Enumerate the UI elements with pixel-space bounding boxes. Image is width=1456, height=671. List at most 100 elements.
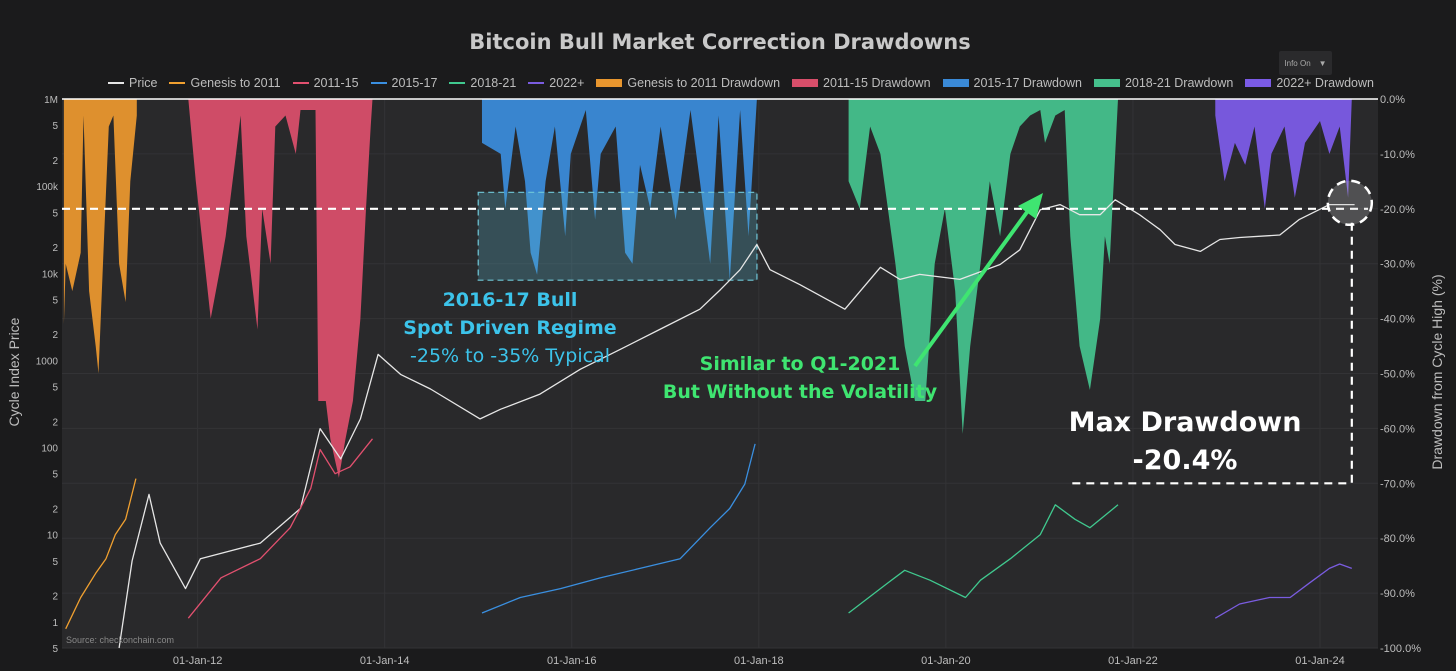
source-credit: Source: checkonchain.com <box>66 635 175 645</box>
annotation-line: Spot Driven Regime <box>403 317 617 339</box>
y-right-tick-label: -20.0% <box>1380 204 1415 216</box>
legend-label: 2022+ <box>549 76 585 90</box>
y-left-tick-label: 100 <box>41 444 58 455</box>
y-right-tick-label: 0.0% <box>1380 94 1405 106</box>
y-left-tick-label: 2 <box>52 330 58 341</box>
line-series-genesis-to-2011 <box>65 478 137 630</box>
info-toggle-label: Info On <box>1284 58 1311 68</box>
legend-label: 2022+ Drawdown <box>1276 76 1374 90</box>
max-drawdown-bracket <box>1067 222 1353 485</box>
annotation-line: Similar to Q1-2021 <box>699 353 901 375</box>
y-left-tick-label: 2 <box>52 156 58 167</box>
line-series-2018-21 <box>848 504 1119 614</box>
arrow-head-icon <box>1018 193 1043 219</box>
legend-swatch <box>528 82 545 84</box>
highlight-box-2016-17 <box>477 191 758 281</box>
y-right-tick-label: -30.0% <box>1380 259 1415 271</box>
info-toggle-button[interactable]: Info On ▼ <box>1279 51 1332 75</box>
legend-item[interactable]: 2022+ <box>528 76 584 90</box>
drawdown-area-genesis-to-2011-drawdown <box>63 99 137 374</box>
x-tick-label: 01-Jan-12 <box>173 655 223 667</box>
y-left-tick-label: 5 <box>52 295 58 306</box>
y-right-tick-label: -40.0% <box>1380 314 1415 326</box>
y-left-tick-label: 2 <box>52 504 58 515</box>
y-left-tick-label: 10 <box>47 531 59 542</box>
line-series-2011-15 <box>187 438 374 619</box>
legend-swatch <box>792 79 819 87</box>
line-series-price <box>118 199 1355 649</box>
drawdown-area-2022-drawdown <box>1215 99 1352 209</box>
legend-label: 2015-17 Drawdown <box>973 76 1082 90</box>
legend-swatch <box>1093 79 1120 87</box>
y-left-tick-label: 5 <box>52 121 58 132</box>
highlight-circle-current <box>1326 179 1374 227</box>
legend-label: Genesis to 2011 <box>190 76 281 90</box>
y-right-tick-label: -10.0% <box>1380 149 1415 161</box>
y-right-tick-label: -100.0% <box>1380 643 1421 655</box>
legend-swatch <box>596 79 623 87</box>
legend-item[interactable]: 2015-17 <box>370 76 438 90</box>
annotation-max-drawdown: Max Drawdown -20.4% <box>1050 404 1320 480</box>
annotation-similar-q1-2021: Similar to Q1-2021 But Without the Volat… <box>630 350 970 406</box>
chart-title: Bitcoin Bull Market Correction Drawdowns <box>469 30 971 54</box>
legend-item[interactable]: 2022+ Drawdown <box>1245 76 1374 90</box>
y-right-tick-label: -70.0% <box>1380 478 1415 490</box>
legend-label: 2015-17 <box>391 76 438 90</box>
legend-item[interactable]: Price <box>108 76 157 90</box>
annotation-line: 2016-17 Bull <box>442 289 578 311</box>
y-left-tick-label: 1000 <box>36 356 59 367</box>
legend-item[interactable]: 2015-17 Drawdown <box>942 76 1082 90</box>
legend-item[interactable]: Genesis to 2011 <box>169 76 281 90</box>
legend-label: Price <box>129 76 158 90</box>
x-tick-label: 01-Jan-20 <box>921 655 971 667</box>
y-left-tick-label: 2 <box>52 243 58 254</box>
y-left-tick-label: 10k <box>42 269 59 280</box>
arrow-line <box>913 206 1032 368</box>
y-left-tick-label: 2 <box>52 417 58 428</box>
legend-label: Genesis to 2011 Drawdown <box>627 76 781 90</box>
legend-swatch <box>169 82 186 84</box>
y-left-tick-label: 2 <box>52 592 58 603</box>
annotation-value: -20.4% <box>1132 445 1238 476</box>
y-axis-left-title: Cycle Index Price <box>6 317 22 427</box>
x-tick-label: 01-Jan-14 <box>360 655 410 667</box>
y-right-tick-label: -80.0% <box>1380 533 1415 545</box>
annotation-line: Max Drawdown <box>1068 407 1302 438</box>
x-tick-label: 01-Jan-18 <box>734 655 784 667</box>
y-right-tick-label: -60.0% <box>1380 423 1415 435</box>
legend-item[interactable]: 2018-21 <box>449 76 516 90</box>
line-series-2015-17 <box>481 443 756 614</box>
x-tick-label: 01-Jan-24 <box>1295 655 1345 667</box>
legend-swatch <box>292 82 309 84</box>
y-left-tick-label: 5 <box>52 644 58 655</box>
x-tick-label: 01-Jan-16 <box>547 655 597 667</box>
legend-swatch <box>108 82 124 84</box>
y-axis-right-title: Drawdown from Cycle High (%) <box>1429 274 1445 470</box>
legend-item[interactable]: Genesis to 2011 Drawdown <box>596 76 780 90</box>
legend-label: 2018-21 <box>470 76 517 90</box>
legend-swatch <box>1245 79 1272 87</box>
drawdown-area-2011-15-drawdown <box>188 99 373 478</box>
drawdown-area-2015-17-drawdown <box>481 99 757 281</box>
y-left-tick-label: 1 <box>52 618 58 629</box>
legend-item[interactable]: 2018-21 Drawdown <box>1093 76 1234 90</box>
y-left-tick-label: 5 <box>52 208 58 219</box>
y-left-tick-label: 1M <box>44 95 58 106</box>
legend-item[interactable]: 2011-15 Drawdown <box>792 76 931 90</box>
legend-label: 2018-21 Drawdown <box>1124 76 1234 90</box>
legend-swatch <box>370 82 387 84</box>
annotation-line: But Without the Volatility <box>662 381 938 403</box>
y-left-tick-label: 5 <box>52 557 58 568</box>
line-series-2022- <box>1214 563 1353 619</box>
y-left-tick-label: 5 <box>52 383 58 394</box>
legend: Price Genesis to 2011 2011-15 2015-17 2018-2… <box>108 76 1374 90</box>
legend-swatch <box>449 82 466 84</box>
drawdown-area-2018-21-drawdown <box>848 99 1118 434</box>
legend-swatch <box>942 79 969 87</box>
x-tick-label: 01-Jan-22 <box>1108 655 1158 667</box>
legend-label: 2011-15 <box>313 76 359 90</box>
annotation-2016-bull: 2016-17 Bull Spot Driven Regime -25% to … <box>390 286 630 370</box>
legend-item[interactable]: 2011-15 <box>292 76 359 90</box>
y-right-tick-label: -90.0% <box>1380 588 1415 600</box>
dropdown-arrow-icon: ▼ <box>1318 58 1327 68</box>
